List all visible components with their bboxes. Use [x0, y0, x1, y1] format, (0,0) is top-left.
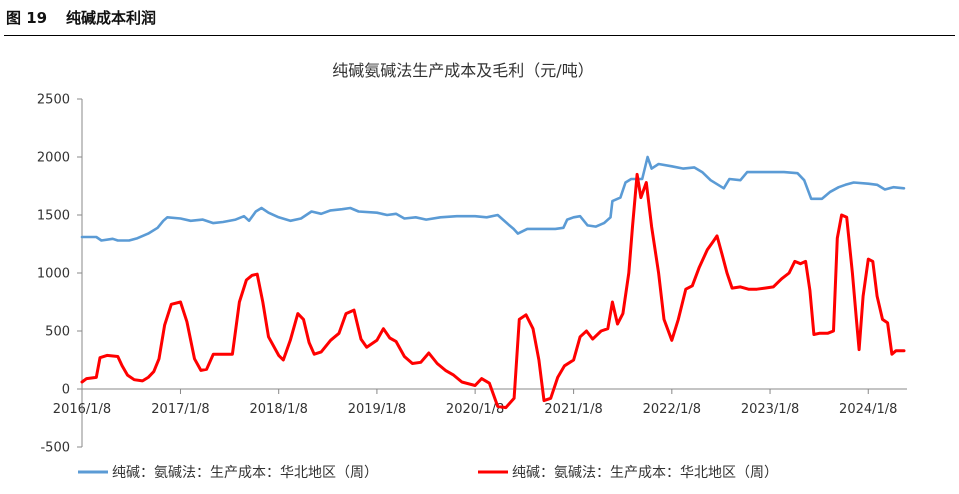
figure-header: 图 19 纯碱成本利润 — [0, 0, 959, 36]
y-tick-label: 2500 — [37, 93, 70, 108]
x-tick-label: 2022/1/8 — [643, 402, 701, 417]
y-tick-label: 1500 — [37, 209, 70, 224]
legend: 纯碱：氨碱法：生产成本：华北地区（周） 纯碱：氨碱法：生产成本：华北地区（周） — [78, 465, 778, 481]
x-tick-label: 2023/1/8 — [741, 402, 799, 417]
x-tick-label: 2016/1/8 — [53, 402, 111, 417]
legend-label: 纯碱：氨碱法：生产成本：华北地区（周） — [512, 465, 778, 481]
header-divider — [4, 35, 955, 36]
legend-label: 纯碱：氨碱法：生产成本：华北地区（周） — [112, 465, 378, 481]
figure-title: 纯碱成本利润 — [66, 9, 157, 27]
x-tick-label: 2018/1/8 — [250, 402, 308, 417]
series-line-cost — [80, 155, 906, 242]
x-tick-label: 2020/1/8 — [446, 402, 504, 417]
y-tick-label: -500 — [40, 441, 70, 456]
series-layer — [80, 155, 906, 410]
y-tick-label: 0 — [62, 383, 70, 398]
y-tick-label: 2000 — [37, 151, 70, 166]
x-tick-label: 2024/1/8 — [839, 402, 897, 417]
y-tick-label: 500 — [45, 325, 70, 340]
figure-label: 图 19 — [6, 9, 48, 27]
series-line-profit — [80, 172, 906, 410]
x-axis: 2016/1/8 2017/1/8 2018/1/8 2019/1/8 2020/1/8… — [53, 388, 907, 417]
y-tick-label: 1000 — [37, 267, 70, 282]
x-tick-label: 2019/1/8 — [348, 402, 406, 417]
chart-title: 纯碱氨碱法生产成本及毛利（元/吨） — [332, 61, 593, 80]
x-tick-label: 2017/1/8 — [151, 402, 209, 417]
x-tick-label: 2021/1/8 — [544, 402, 602, 417]
